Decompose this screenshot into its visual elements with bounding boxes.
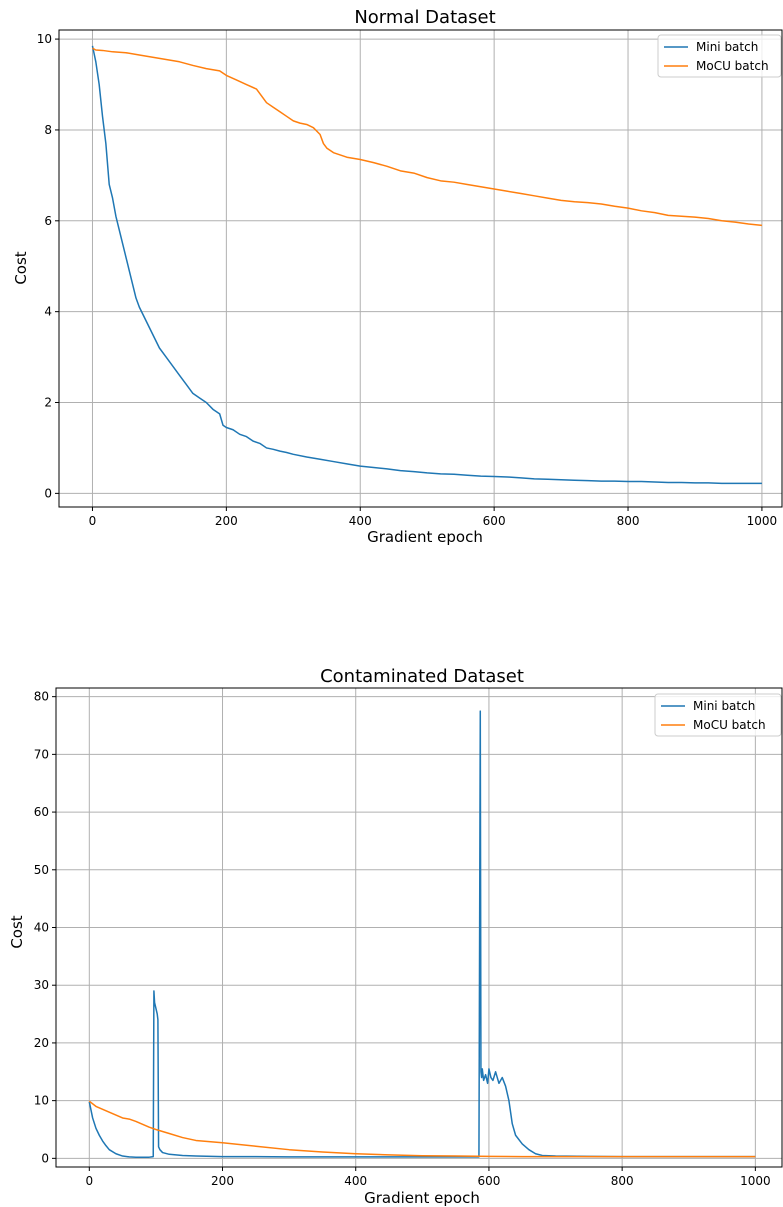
y-tick-label: 10 bbox=[37, 32, 52, 46]
legend: Mini batch MoCU batch bbox=[655, 694, 781, 736]
x-tick-label: 0 bbox=[89, 514, 97, 528]
x-tick-label: 600 bbox=[483, 514, 506, 528]
x-axis-label: Gradient epoch bbox=[364, 1189, 480, 1207]
x-axis-label: Gradient epoch bbox=[367, 528, 483, 546]
y-tick-label: 60 bbox=[34, 805, 49, 819]
y-tick-label: 80 bbox=[34, 690, 49, 704]
y-tick-label: 8 bbox=[44, 123, 52, 137]
y-tick-label: 4 bbox=[44, 305, 52, 319]
x-tick-label: 1000 bbox=[747, 514, 778, 528]
x-tick-label: 400 bbox=[349, 514, 372, 528]
y-tick-label: 40 bbox=[34, 921, 49, 935]
x-tick-label: 600 bbox=[477, 1174, 500, 1188]
y-tick-label: 50 bbox=[34, 863, 49, 877]
x-tick-label: 200 bbox=[211, 1174, 234, 1188]
series-line-mini-batch bbox=[89, 711, 755, 1157]
x-tick-label: 1000 bbox=[740, 1174, 771, 1188]
legend-label-mocu-batch: MoCU batch bbox=[696, 59, 769, 73]
y-tick-label: 2 bbox=[44, 396, 52, 410]
y-tick-label: 70 bbox=[34, 747, 49, 761]
chart-normal-dataset: Normal Dataset 0 200 400 600 800 10000246810 … bbox=[0, 0, 783, 560]
chart-contaminated-dataset: Contaminated Dataset 0 200 400 600 800 1000 0 1… bbox=[0, 660, 783, 1207]
y-tick-label: 0 bbox=[41, 1151, 49, 1165]
x-tick-label: 0 bbox=[85, 1174, 93, 1188]
legend-label-mini-batch: Mini batch bbox=[696, 40, 758, 54]
x-tick-label: 800 bbox=[617, 514, 640, 528]
chart-title: Contaminated Dataset bbox=[320, 666, 524, 687]
y-tick-label: 20 bbox=[34, 1036, 49, 1050]
series-line-mocu-batch bbox=[89, 1101, 755, 1156]
y-tick-label: 10 bbox=[34, 1094, 49, 1108]
plot-frame bbox=[59, 30, 782, 507]
legend-label-mocu-batch: MoCU batch bbox=[693, 718, 766, 732]
y-axis-label: Cost bbox=[12, 251, 30, 284]
x-tick-label: 800 bbox=[611, 1174, 634, 1188]
y-tick-label: 30 bbox=[34, 978, 49, 992]
series-line-mini-batch bbox=[92, 46, 761, 483]
legend-label-mini-batch: Mini batch bbox=[693, 699, 755, 713]
y-tick-label: 0 bbox=[44, 486, 52, 500]
chart-title: Normal Dataset bbox=[354, 7, 495, 28]
legend: Mini batch MoCU batch bbox=[658, 35, 781, 77]
x-tick-label: 200 bbox=[215, 514, 238, 528]
y-tick-label: 6 bbox=[44, 214, 52, 228]
x-tick-label: 400 bbox=[344, 1174, 367, 1188]
y-axis-label: Cost bbox=[8, 915, 26, 948]
